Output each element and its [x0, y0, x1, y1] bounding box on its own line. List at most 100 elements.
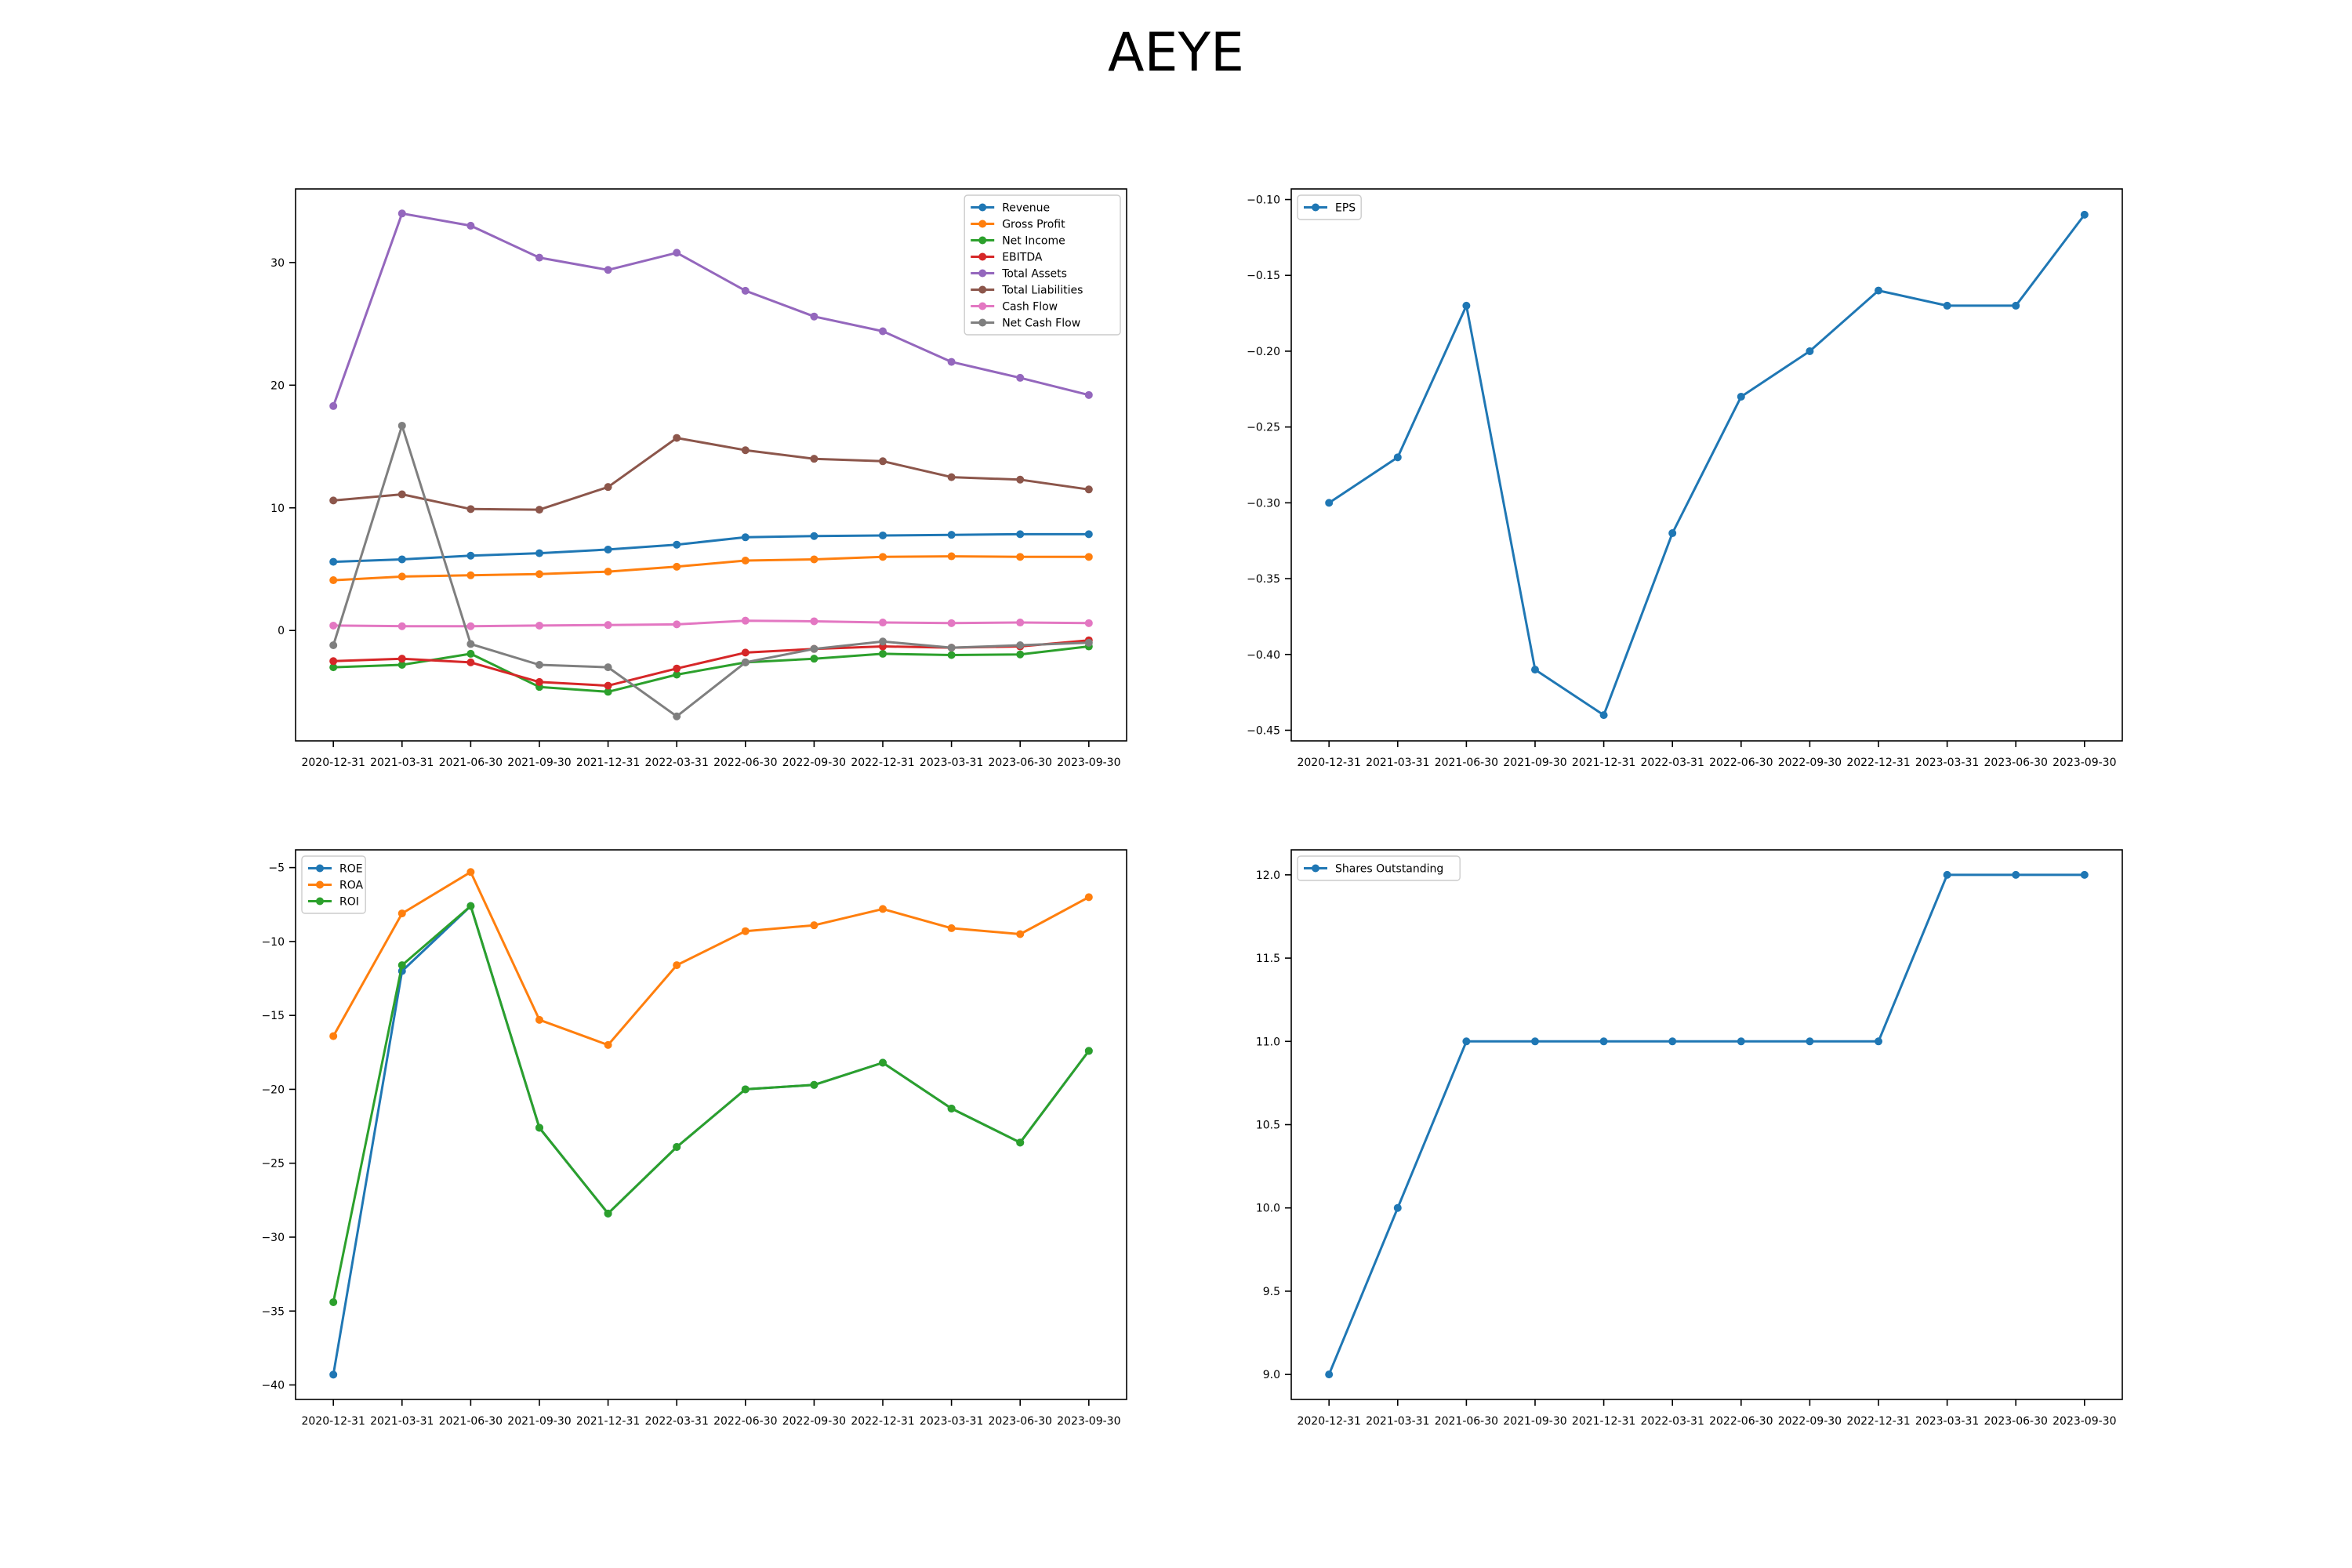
data-point: [673, 712, 681, 720]
x-tick-label: 2021-06-30: [439, 1415, 503, 1428]
data-point: [741, 557, 750, 565]
data-point: [604, 1209, 612, 1218]
data-point: [1084, 638, 1093, 647]
data-point: [604, 545, 612, 554]
data-point: [1016, 373, 1025, 382]
series-line: [332, 870, 1090, 1047]
data-point: [329, 641, 338, 649]
data-point: [673, 620, 681, 629]
data-point: [397, 622, 406, 630]
y-tick-label: 10.5: [1256, 1120, 1280, 1132]
figure-title: AEYE: [1108, 22, 1244, 84]
data-point: [1599, 1037, 1608, 1046]
data-point: [673, 1142, 681, 1151]
data-point: [741, 658, 750, 666]
legend-label: Revenue: [1002, 202, 1050, 215]
x-tick-label: 2023-09-30: [1057, 1415, 1120, 1428]
x-tick-label: 2023-03-31: [1915, 1415, 1979, 1428]
data-point: [397, 661, 406, 670]
data-point: [329, 1032, 338, 1040]
data-point: [947, 473, 956, 481]
x-tick-label: 2022-06-30: [713, 1415, 777, 1428]
data-point: [1016, 1138, 1025, 1147]
series-line: [332, 905, 1091, 1303]
x-tick-label: 2021-06-30: [1435, 757, 1498, 769]
y-tick-label: −0.15: [1247, 270, 1280, 282]
legend-marker: [1312, 864, 1319, 873]
x-tick-label: 2022-03-31: [1641, 757, 1704, 769]
data-point: [673, 434, 681, 442]
x-tick-label: 2023-06-30: [1984, 1415, 2048, 1428]
y-tick-label: −40: [261, 1380, 285, 1392]
legend-marker: [316, 864, 324, 873]
data-point: [947, 651, 956, 659]
y-tick-label: 10: [270, 503, 285, 515]
legend-marker: [978, 203, 987, 212]
data-point: [1530, 1037, 1539, 1046]
data-point: [1016, 650, 1025, 659]
y-tick-label: −15: [261, 1010, 285, 1022]
data-point: [2080, 210, 2089, 219]
legend-marker: [978, 318, 987, 327]
y-tick-label: 9.0: [1263, 1369, 1280, 1381]
y-tick-label: −0.25: [1247, 422, 1280, 434]
y-tick-label: 9.5: [1263, 1286, 1280, 1298]
legend-marker: [978, 236, 987, 245]
data-point: [1668, 529, 1677, 538]
series-line: [333, 437, 1090, 511]
x-tick-label: 2022-06-30: [713, 757, 777, 769]
x-tick-label: 2021-06-30: [439, 757, 503, 769]
data-point: [535, 549, 543, 557]
y-tick-label: −0.40: [1247, 649, 1280, 662]
x-tick-label: 2022-12-31: [851, 757, 914, 769]
y-tick-label: −10: [261, 936, 285, 949]
data-point: [604, 568, 612, 576]
legend-label: Gross Profit: [1002, 219, 1065, 231]
legend-label: ROI: [339, 896, 359, 909]
data-point: [2080, 870, 2089, 879]
x-tick-label: 2021-03-31: [1366, 1415, 1429, 1428]
data-point: [879, 905, 887, 913]
legend-label: ROA: [339, 880, 364, 892]
data-point: [741, 648, 750, 657]
x-tick-label: 2023-03-31: [920, 757, 983, 769]
legend: EPS: [1297, 194, 1362, 220]
data-point: [466, 640, 475, 648]
y-tick-label: 12.0: [1256, 869, 1280, 882]
data-point: [1943, 301, 1951, 310]
x-tick-label: 2023-09-30: [2053, 1415, 2116, 1428]
y-tick-label: 20: [270, 379, 285, 392]
data-point: [535, 1123, 543, 1132]
legend-marker: [978, 285, 987, 294]
data-point: [466, 551, 475, 560]
data-point: [329, 663, 338, 672]
data-point: [466, 622, 475, 630]
data-point: [397, 572, 406, 581]
series-line: [332, 905, 1091, 1375]
x-tick-label: 2022-09-30: [782, 757, 846, 769]
plot-frame: [1290, 188, 2123, 742]
chart-panel-4: 2020-12-31 2021-03-31 2021-06-30 2021-09-30…: [1256, 849, 2123, 1428]
x-tick-label: 2021-12-31: [576, 1415, 640, 1428]
x-tick-label: 2020-12-31: [301, 757, 365, 769]
chart-panel-3: 2020-12-31 2021-03-31 2021-06-30 2021-09-30…: [261, 849, 1127, 1428]
data-point: [535, 1015, 543, 1024]
data-point: [2012, 301, 2020, 310]
data-point: [1530, 666, 1539, 674]
data-point: [1016, 553, 1025, 561]
x-tick-label: 2022-03-31: [645, 757, 709, 769]
data-point: [810, 617, 818, 626]
legend-label: Total Liabilities: [1001, 285, 1083, 297]
data-point: [1875, 1037, 1883, 1046]
series-line: [333, 619, 1089, 628]
data-point: [397, 655, 406, 663]
legend-label: EBITDA: [1002, 252, 1043, 264]
data-point: [329, 1298, 338, 1306]
series-line: [333, 532, 1089, 564]
data-point: [947, 531, 956, 539]
data-point: [1737, 1037, 1745, 1046]
data-point: [947, 924, 956, 932]
x-tick-label: 2022-06-30: [1709, 757, 1773, 769]
legend-label: ROE: [339, 863, 363, 876]
